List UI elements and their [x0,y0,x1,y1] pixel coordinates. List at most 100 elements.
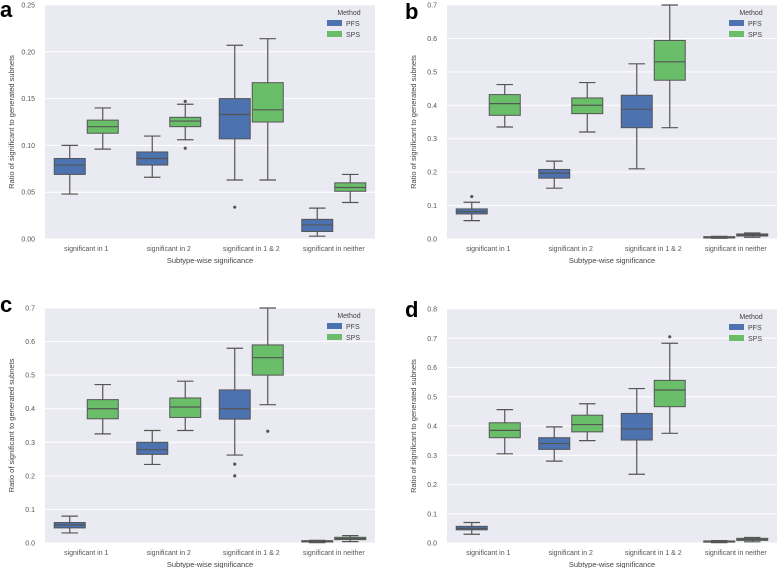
box-pfs [218,347,251,478]
x-tick-label: significant in neither [303,550,366,557]
y-tick-label: 0.1 [427,203,437,210]
panel-letter: d [405,297,418,322]
box-sps [86,383,119,435]
box-sps [736,536,769,543]
outlier-point [233,462,237,466]
box-sps [86,107,119,150]
outlier-point [266,429,270,433]
y-tick-label: 0.5 [427,394,437,401]
box-iqr [251,344,284,376]
box-iqr [653,379,686,408]
legend-label: SPS [346,335,360,342]
box-pfs [136,429,169,466]
legend-title: Method [337,313,360,320]
box-iqr [488,94,521,116]
y-tick-label: 0.6 [427,36,437,43]
box-iqr [251,82,284,123]
y-tick-label: 0.0 [25,541,35,548]
box-iqr [620,94,653,129]
y-tick-label: 0.00 [21,237,35,244]
y-tick-label: 0.3 [427,453,437,460]
legend-label: PFS [346,324,360,331]
box-sps [334,535,367,543]
box-iqr [620,412,653,441]
y-tick-label: 0.7 [427,3,437,10]
box-iqr [571,414,604,433]
box-pfs [301,207,334,237]
box-sps [251,307,284,433]
box-iqr [653,39,686,81]
x-tick-label: significant in neither [303,246,366,253]
box-iqr [218,98,251,140]
x-axis-label: Subtype-wise significance [167,560,253,568]
box-pfs [218,44,251,209]
y-tick-label: 0.20 [21,49,35,56]
y-tick-label: 0.3 [427,136,437,143]
legend-label: SPS [346,32,360,39]
y-tick-label: 0.4 [427,103,437,110]
box-iqr [169,397,202,418]
x-tick-label: significant in neither [705,550,768,557]
y-axis-label: Ratio of significant to generated subnet… [7,55,16,189]
x-tick-label: significant in 2 [549,550,593,557]
y-axis-label: Ratio of significant to generated subnet… [7,358,16,492]
panel-c: 0.0 0.1 0.2 0.3 0.4 0.5 0.6 0.7 c Ratio of signif… [0,292,375,568]
x-tick-label: significant in 1 & 2 [625,246,682,253]
x-tick-label: significant in 1 [64,246,108,253]
box-sps [169,380,202,432]
y-tick-label: 0.4 [427,424,437,431]
y-tick-label: 0.05 [21,190,35,197]
x-tick-label: significant in 2 [549,246,593,253]
y-tick-label: 0.0 [427,237,437,244]
legend: Method PFS SPS [729,314,763,343]
box-sps [571,81,604,133]
box-pfs [53,144,86,195]
y-tick-label: 0.6 [25,339,35,346]
legend-label: SPS [748,336,762,343]
y-tick-label: 0.2 [427,170,437,177]
box-pfs [53,515,86,534]
plot-background [45,308,375,543]
outlier-point [668,335,672,339]
x-tick-label: significant in 1 [466,550,510,557]
y-tick-label: 0.0 [427,541,437,548]
legend-title: Method [337,10,360,17]
plot-background [447,5,777,239]
box-sps [488,83,521,128]
box-sps [571,403,604,442]
outlier-point [233,474,237,478]
legend-label: PFS [748,325,762,332]
outlier-point [233,205,237,209]
box-pfs [538,160,571,189]
legend-label: PFS [346,21,360,28]
box-sps [653,335,686,434]
x-axis-label: Subtype-wise significance [569,560,655,568]
y-tick-label: 0.1 [427,511,437,518]
x-tick-label: significant in 1 & 2 [223,246,280,253]
legend-swatch-sps [327,31,342,37]
box-iqr [53,158,86,175]
box-sps [736,232,769,238]
outlier-point [183,146,187,150]
box-pfs [455,521,488,535]
x-tick-label: significant in 1 [64,550,108,557]
box-pfs [703,235,736,239]
box-sps [334,173,367,204]
y-axis-label: Ratio of significant to generated subnet… [409,359,418,493]
legend: Method PFS SPS [729,10,763,39]
box-pfs [538,426,571,462]
y-tick-label: 0.8 [427,307,437,314]
y-tick-label: 0.5 [427,69,437,76]
panel-a: 0.00 0.05 0.10 0.15 0.20 0.25 a Ratio of signif… [0,0,375,265]
y-tick-label: 0.1 [25,507,35,514]
y-tick-label: 0.25 [21,3,35,10]
panel-d: 0.0 0.1 0.2 0.3 0.4 0.5 0.6 0.7 0.8 d Ratio of sig… [405,297,777,568]
y-tick-label: 0.10 [21,143,35,150]
y-tick-label: 0.7 [25,306,35,313]
x-axis-label: Subtype-wise significance [569,256,655,265]
y-tick-label: 0.6 [427,365,437,372]
legend-label: SPS [748,32,762,39]
x-tick-label: significant in neither [705,246,768,253]
legend: Method PFS SPS [327,10,361,39]
